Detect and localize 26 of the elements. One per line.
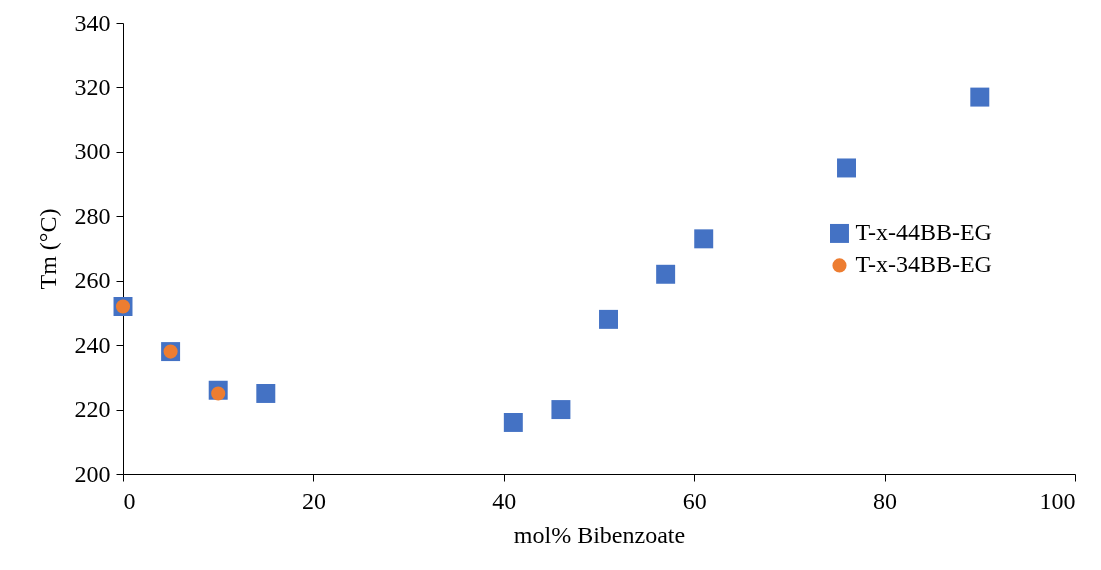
x-tick-label: 100 bbox=[1039, 487, 1076, 514]
point bbox=[970, 87, 990, 107]
y-axis-title: Tm (°C) bbox=[34, 208, 61, 290]
x-axis-title: mol% Bibenzoate bbox=[513, 521, 686, 548]
legend-label: T-x-44BB-EG bbox=[855, 219, 992, 246]
x-tick-label: 0 bbox=[123, 487, 136, 514]
legend-label: T-x-34BB-EG bbox=[855, 251, 992, 278]
x-tick-label: 60 bbox=[682, 487, 707, 514]
point bbox=[503, 412, 523, 432]
point bbox=[837, 158, 857, 178]
point bbox=[656, 264, 676, 284]
y-tick-label: 240 bbox=[74, 331, 111, 358]
point bbox=[694, 229, 714, 249]
y-tick-label: 280 bbox=[74, 202, 111, 229]
point bbox=[256, 383, 276, 403]
y-tick-label: 300 bbox=[74, 138, 111, 165]
y-tick-label: 260 bbox=[74, 267, 111, 294]
y-tick-label: 200 bbox=[74, 460, 111, 487]
y-tick-label: 220 bbox=[74, 396, 111, 423]
point bbox=[551, 400, 571, 420]
x-tick-label: 20 bbox=[301, 487, 326, 514]
y-tick-label: 320 bbox=[74, 73, 111, 100]
y-tick-label: 340 bbox=[74, 9, 111, 36]
x-tick-label: 40 bbox=[492, 487, 517, 514]
x-tick-label: 80 bbox=[873, 487, 898, 514]
point bbox=[599, 309, 619, 329]
